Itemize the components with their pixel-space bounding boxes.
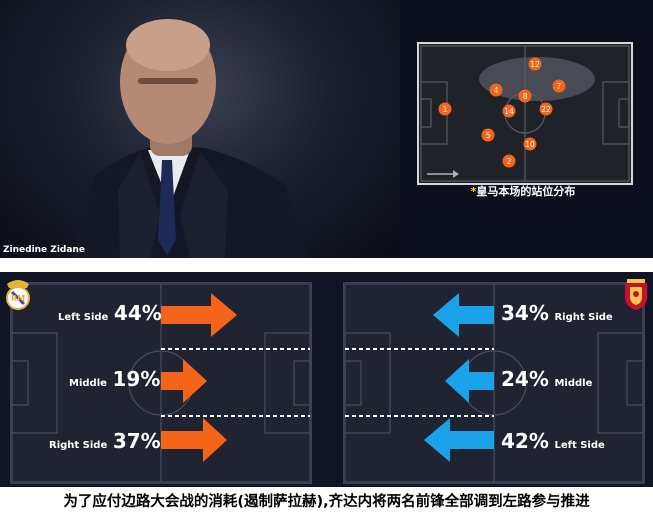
player-markers: 12 4 7 8 1 14 22 5 10 2 — [438, 57, 566, 168]
player-marker-12: 12 — [528, 57, 542, 71]
player-number: 12 — [530, 60, 540, 69]
formation-caption-text: 皇马本场的站位分布 — [476, 185, 576, 198]
arrow-right-side-lfc — [433, 293, 494, 337]
lfc-middle-pct: 24% — [501, 367, 549, 391]
rm-right-side-pct: 37% — [112, 429, 161, 453]
press-zone — [479, 57, 595, 101]
formation-pitch-svg: 12 4 7 8 1 14 22 5 10 2 — [420, 45, 630, 182]
lfc-left-side-pct: 42% — [501, 429, 549, 453]
player-number: 5 — [486, 131, 491, 140]
panel-divider — [0, 258, 653, 272]
lfc-left-side-label: Left Side — [554, 440, 605, 451]
attack-direction-arrow — [427, 170, 459, 178]
player-marker-2: 2 — [502, 154, 516, 168]
formation-caption: *皇马本场的站位分布 — [420, 183, 626, 199]
lfc-row-middle: 24% Middle — [501, 367, 592, 391]
attack-distribution-panel: Left Side 44% Middle 19% Right Side 37% … — [0, 272, 653, 487]
player-marker-22: 22 — [539, 102, 553, 116]
lfc-row-left: 42% Left Side — [501, 429, 605, 453]
lfc-right-side-label: Right Side — [554, 312, 613, 323]
rm-row-middle: Middle 19% — [69, 367, 160, 391]
liverpool-pitch-svg — [344, 283, 644, 483]
photo-caption: Zinedine Zidane — [3, 245, 85, 255]
arrow-left-side — [161, 293, 237, 337]
rm-row-right: Right Side 37% — [49, 429, 161, 453]
top-panel: Zinedine Zidane 12 4 7 8 1 14 22 5 10 2 *皇马本场的站位分… — [0, 0, 653, 258]
player-number: 10 — [525, 140, 535, 149]
lfc-row-right: 34% Right Side — [501, 301, 613, 325]
rm-middle-label: Middle — [69, 378, 107, 389]
arrow-middle — [161, 359, 207, 403]
lfc-middle-label: Middle — [554, 378, 593, 389]
rm-left-side-pct: 44% — [113, 301, 162, 325]
formation-pitch: 12 4 7 8 1 14 22 5 10 2 — [417, 42, 633, 185]
rm-right-side-label: Right Side — [49, 440, 108, 451]
arrow-left-side-lfc — [424, 418, 494, 462]
arrow-middle-lfc — [445, 359, 494, 403]
player-number: 7 — [557, 82, 562, 91]
player-number: 8 — [523, 92, 528, 101]
player-number: 22 — [541, 105, 551, 114]
player-number: 4 — [494, 86, 499, 95]
arrow-right-side — [161, 418, 227, 462]
caption-star: * — [470, 185, 477, 198]
liverpool-crest-icon — [625, 279, 647, 310]
player-marker-8: 8 — [518, 89, 532, 103]
player-marker-5: 5 — [481, 128, 495, 142]
real-madrid-crest-icon: RM — [6, 280, 30, 310]
player-marker-14: 14 — [502, 104, 516, 118]
player-number: 14 — [504, 107, 514, 116]
lfc-right-side-pct: 34% — [501, 301, 549, 325]
player-number: 1 — [443, 105, 448, 114]
real-madrid-pitch-svg — [11, 283, 311, 483]
rm-middle-pct: 19% — [112, 367, 161, 391]
real-madrid-attack-field: Left Side 44% Middle 19% Right Side 37% — [10, 282, 312, 484]
player-marker-1: 1 — [438, 102, 452, 116]
player-marker-7: 7 — [552, 79, 566, 93]
player-marker-10: 10 — [523, 137, 537, 151]
liverpool-attack-field: 34% Right Side 24% Middle 42% Left Side — [343, 282, 645, 484]
rm-left-side-label: Left Side — [58, 312, 109, 323]
coach-photo: Zinedine Zidane — [0, 0, 400, 258]
coach-silhouette — [70, 19, 310, 258]
player-number: 2 — [507, 157, 512, 166]
svg-text:RM: RM — [11, 294, 25, 303]
rm-row-left: Left Side 44% — [58, 301, 162, 325]
article-caption: 为了应付边路大会战的消耗(遏制萨拉赫),齐达内将两名前锋全部调到左路参与推进 — [63, 494, 590, 510]
player-marker-4: 4 — [489, 83, 503, 97]
